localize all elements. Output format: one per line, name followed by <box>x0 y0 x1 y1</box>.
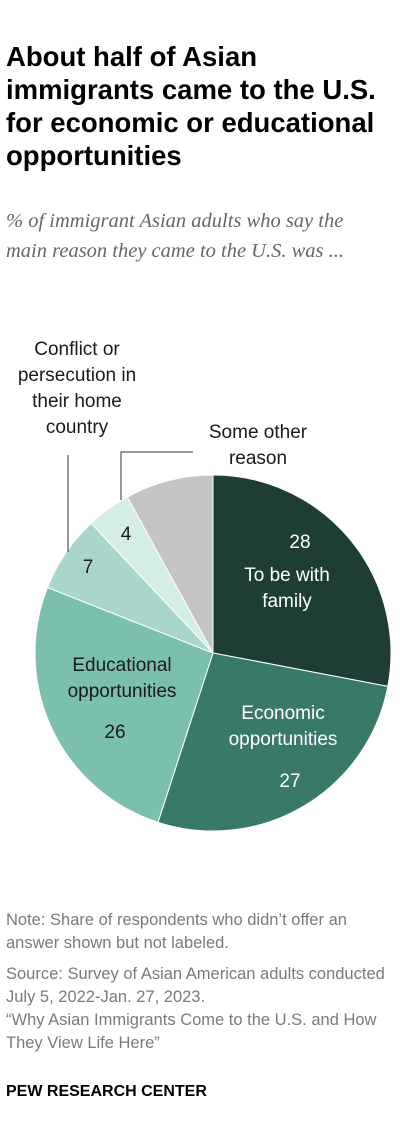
pie-slice <box>212 474 392 687</box>
chart-subtitle: % of immigrant Asian adults who say the … <box>6 210 345 262</box>
value-label: 4 <box>120 524 132 545</box>
source: Source: Survey of Asian American adults … <box>6 965 385 1006</box>
value-label: 26 <box>104 722 126 743</box>
value-label: 7 <box>82 557 94 578</box>
slice-label: To be with family <box>244 565 330 612</box>
slice-label: Economic opportunities <box>228 703 338 750</box>
slice-label: Some other reason <box>208 422 308 469</box>
report-title: “Why Asian Immigrants Come to the U.S. a… <box>6 1011 377 1052</box>
leader-line <box>120 451 193 500</box>
value-label: 28 <box>289 532 311 553</box>
chart-title: About half of Asian immigrants came to t… <box>6 41 376 171</box>
note: Note: Share of respondents who didn’t of… <box>6 911 347 952</box>
credit: PEW RESEARCH CENTER <box>6 1083 207 1100</box>
slice-label: Educational opportunities <box>67 655 177 702</box>
pie-slice <box>34 586 214 823</box>
value-label: 27 <box>279 771 301 792</box>
pie-slice <box>126 474 214 654</box>
pie-slice <box>157 652 389 832</box>
slice-label: Conflict or persecution in their home co… <box>17 339 137 438</box>
